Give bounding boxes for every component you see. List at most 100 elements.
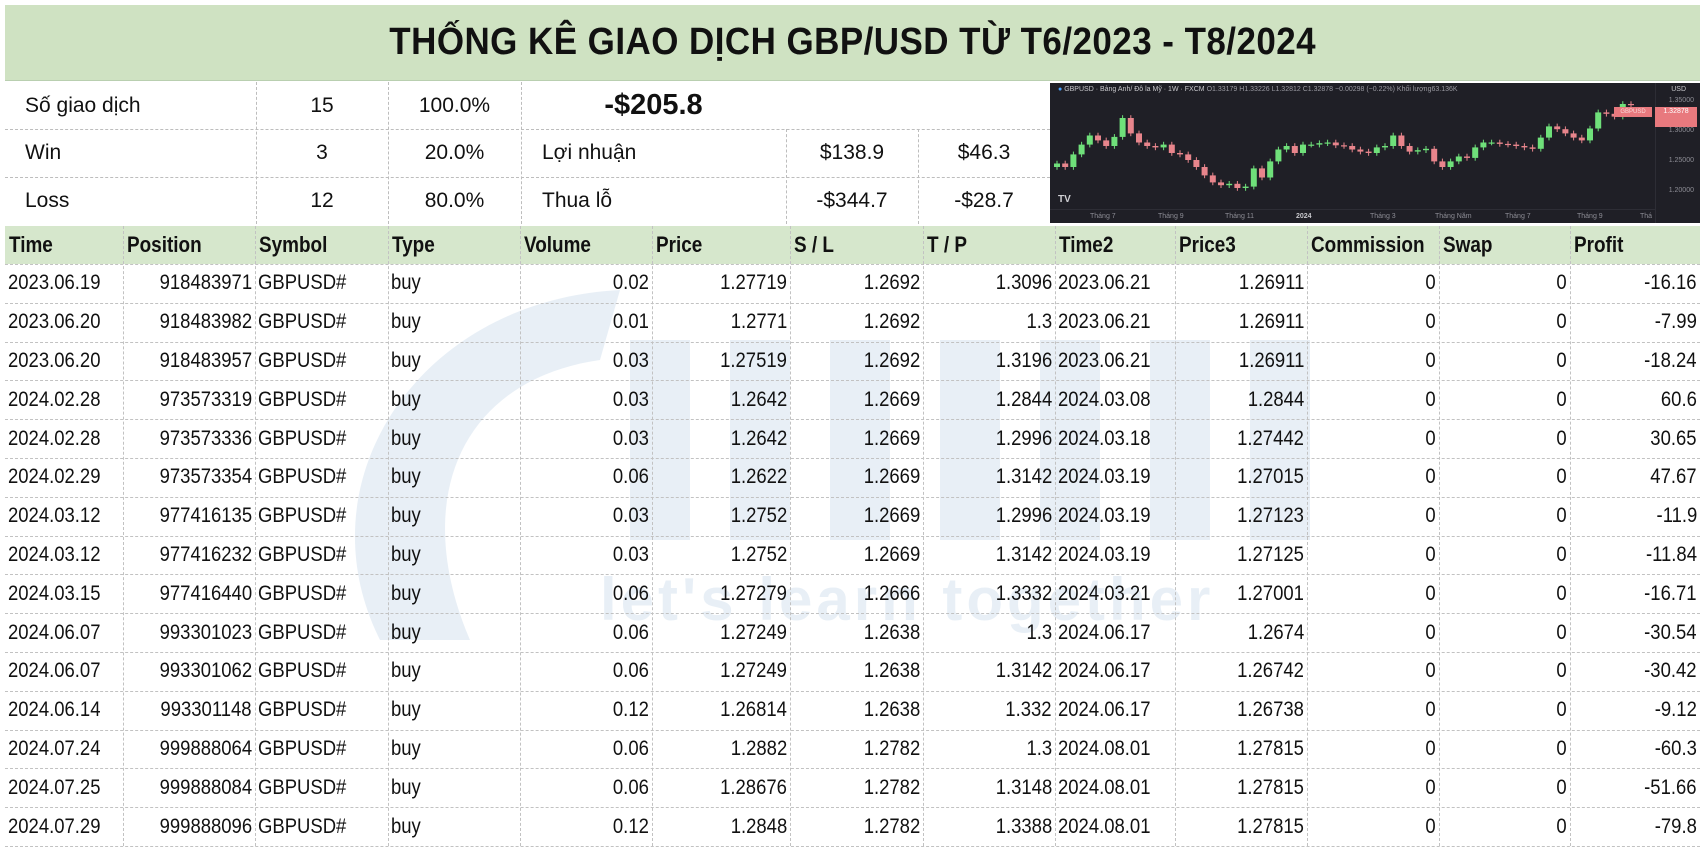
cell-price3[interactable]: 1.2674 [1175, 613, 1307, 652]
cell-swap[interactable]: 0 [1439, 768, 1570, 807]
cell-time[interactable]: 2024.07.29 [5, 807, 123, 846]
cell-time[interactable]: 2024.02.28 [5, 419, 123, 458]
cell-sl[interactable]: 1.2692 [790, 342, 923, 381]
cell-swap[interactable]: 0 [1439, 691, 1570, 730]
cell-time[interactable]: 2024.06.07 [5, 652, 123, 691]
cell-swap[interactable]: 0 [1439, 303, 1570, 342]
cell-time[interactable]: 2023.06.20 [5, 303, 123, 342]
cell-commission[interactable]: 0 [1307, 807, 1439, 846]
cell-symbol[interactable]: GBPUSD# [255, 768, 388, 807]
cell-swap[interactable]: 0 [1439, 652, 1570, 691]
cell-price[interactable]: 1.2622 [652, 458, 790, 497]
cell-tp[interactable]: 1.2996 [923, 419, 1055, 458]
cell-price3[interactable]: 1.26911 [1175, 342, 1307, 381]
cell-type[interactable]: buy [388, 264, 520, 303]
column-header-price[interactable]: Price [652, 226, 790, 264]
cell-volume[interactable]: 0.03 [520, 380, 652, 419]
cell-tp[interactable]: 1.3 [923, 303, 1055, 342]
cell-symbol[interactable]: GBPUSD# [255, 303, 388, 342]
cell-volume[interactable]: 0.06 [520, 574, 652, 613]
cell-volume[interactable]: 0.06 [520, 458, 652, 497]
cell-tp[interactable]: 1.3196 [923, 342, 1055, 381]
cell-position[interactable]: 977416135 [123, 497, 255, 536]
cell-symbol[interactable]: GBPUSD# [255, 419, 388, 458]
cell-time2[interactable]: 2024.03.21 [1055, 574, 1175, 613]
cell-profit[interactable]: -9.12 [1570, 691, 1700, 730]
cell-commission[interactable]: 0 [1307, 574, 1439, 613]
cell-time2[interactable]: 2024.08.01 [1055, 807, 1175, 846]
cell-price3[interactable]: 1.27815 [1175, 730, 1307, 769]
cell-time[interactable]: 2024.02.29 [5, 458, 123, 497]
column-header-profit[interactable]: Profit [1570, 226, 1700, 264]
cell-sl[interactable]: 1.2692 [790, 264, 923, 303]
cell-commission[interactable]: 0 [1307, 536, 1439, 575]
cell-price[interactable]: 1.2752 [652, 536, 790, 575]
cell-price[interactable]: 1.2848 [652, 807, 790, 846]
cell-type[interactable]: buy [388, 807, 520, 846]
cell-swap[interactable]: 0 [1439, 419, 1570, 458]
cell-price3[interactable]: 1.27123 [1175, 497, 1307, 536]
cell-tp[interactable]: 1.3 [923, 613, 1055, 652]
cell-commission[interactable]: 0 [1307, 264, 1439, 303]
cell-time[interactable]: 2024.02.28 [5, 380, 123, 419]
cell-swap[interactable]: 0 [1439, 458, 1570, 497]
cell-position[interactable]: 973573336 [123, 419, 255, 458]
cell-symbol[interactable]: GBPUSD# [255, 380, 388, 419]
cell-tp[interactable]: 1.2996 [923, 497, 1055, 536]
column-header-position[interactable]: Position [123, 226, 255, 264]
cell-price3[interactable]: 1.26911 [1175, 264, 1307, 303]
cell-price[interactable]: 1.27249 [652, 613, 790, 652]
cell-symbol[interactable]: GBPUSD# [255, 458, 388, 497]
cell-symbol[interactable]: GBPUSD# [255, 730, 388, 769]
cell-type[interactable]: buy [388, 342, 520, 381]
cell-profit[interactable]: -51.66 [1570, 768, 1700, 807]
cell-volume[interactable]: 0.01 [520, 303, 652, 342]
cell-type[interactable]: buy [388, 768, 520, 807]
cell-time2[interactable]: 2024.03.19 [1055, 497, 1175, 536]
cell-time[interactable]: 2024.07.25 [5, 768, 123, 807]
cell-tp[interactable]: 1.3332 [923, 574, 1055, 613]
cell-price3[interactable]: 1.27815 [1175, 768, 1307, 807]
cell-volume[interactable]: 0.03 [520, 497, 652, 536]
cell-profit[interactable]: -30.42 [1570, 652, 1700, 691]
column-header-tp[interactable]: T / P [923, 226, 1055, 264]
cell-price3[interactable]: 1.27442 [1175, 419, 1307, 458]
cell-time[interactable]: 2023.06.19 [5, 264, 123, 303]
cell-sl[interactable]: 1.2782 [790, 807, 923, 846]
cell-profit[interactable]: 30.65 [1570, 419, 1700, 458]
cell-position[interactable]: 973573354 [123, 458, 255, 497]
cell-position[interactable]: 999888096 [123, 807, 255, 846]
cell-price[interactable]: 1.2642 [652, 419, 790, 458]
cell-sl[interactable]: 1.2669 [790, 380, 923, 419]
column-header-type[interactable]: Type [388, 226, 520, 264]
cell-sl[interactable]: 1.2782 [790, 730, 923, 769]
cell-volume[interactable]: 0.06 [520, 768, 652, 807]
cell-position[interactable]: 918483982 [123, 303, 255, 342]
column-header-commission[interactable]: Commission [1307, 226, 1439, 264]
cell-price3[interactable]: 1.27015 [1175, 458, 1307, 497]
cell-price[interactable]: 1.2752 [652, 497, 790, 536]
cell-tp[interactable]: 1.2844 [923, 380, 1055, 419]
cell-time2[interactable]: 2024.03.18 [1055, 419, 1175, 458]
cell-commission[interactable]: 0 [1307, 458, 1439, 497]
cell-volume[interactable]: 0.03 [520, 536, 652, 575]
cell-commission[interactable]: 0 [1307, 730, 1439, 769]
cell-type[interactable]: buy [388, 303, 520, 342]
cell-commission[interactable]: 0 [1307, 303, 1439, 342]
cell-symbol[interactable]: GBPUSD# [255, 574, 388, 613]
cell-time[interactable]: 2024.06.14 [5, 691, 123, 730]
column-header-volume[interactable]: Volume [520, 226, 652, 264]
cell-sl[interactable]: 1.2782 [790, 768, 923, 807]
column-header-swap[interactable]: Swap [1439, 226, 1570, 264]
cell-price[interactable]: 1.28676 [652, 768, 790, 807]
column-header-time[interactable]: Time [5, 226, 123, 264]
cell-sl[interactable]: 1.2669 [790, 536, 923, 575]
cell-price[interactable]: 1.27249 [652, 652, 790, 691]
cell-commission[interactable]: 0 [1307, 613, 1439, 652]
cell-price[interactable]: 1.2882 [652, 730, 790, 769]
cell-tp[interactable]: 1.3142 [923, 458, 1055, 497]
cell-commission[interactable]: 0 [1307, 419, 1439, 458]
cell-position[interactable]: 973573319 [123, 380, 255, 419]
cell-sl[interactable]: 1.2669 [790, 419, 923, 458]
cell-sl[interactable]: 1.2692 [790, 303, 923, 342]
